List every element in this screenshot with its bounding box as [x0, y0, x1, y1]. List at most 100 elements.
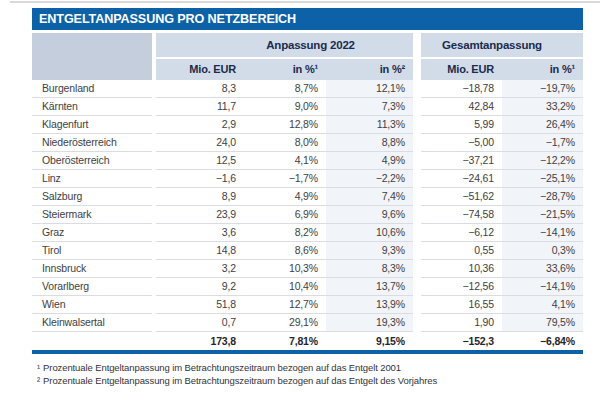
region-name-cell: Burgenland: [32, 80, 152, 98]
value-cell-anpassung-pct1: 8,7%: [244, 80, 326, 98]
value-cell-anpassung-pct2: 4,9%: [326, 152, 413, 170]
value-cell-gesamt-pct1: −19,7%: [502, 80, 583, 98]
value-cell-gesamt-pct1: 0,3%: [502, 242, 583, 260]
table-row: Kleinwalsertal 0,7 29,1% 19,3% 1,90 79,5…: [32, 314, 583, 332]
table-row: Salzburg 8,9 4,9% 7,4% −51,62 −28,7%: [32, 188, 583, 206]
group-header-gesamtanpassung: Gesamtanpassung: [421, 33, 583, 57]
region-name-cell: Innsbruck: [32, 260, 152, 278]
value-cell-anpassung-pct2: 12,1%: [326, 80, 413, 98]
value-cell-gesamt-mio-eur: −18,78: [421, 80, 502, 98]
value-cell-anpassung-mio-eur: 23,9: [156, 206, 244, 224]
table-title: ENTGELTANPASSUNG PRO NETZBEREICH: [39, 12, 296, 26]
value-cell-anpassung-pct2: 13,7%: [326, 278, 413, 296]
value-cell-gesamt-pct1: −14,1%: [502, 278, 583, 296]
table-row: Oberösterreich 12,5 4,1% 4,9% −37,21 −12…: [32, 152, 583, 170]
value-cell-gesamt-pct1: 79,5%: [502, 314, 583, 332]
value-cell-anpassung-pct1: 12,7%: [244, 296, 326, 314]
value-cell-anpassung-pct2: 10,6%: [326, 224, 413, 242]
value-cell-anpassung-mio-eur: 3,6: [156, 224, 244, 242]
value-cell-anpassung-pct1: −1,7%: [244, 170, 326, 188]
value-cell-gesamt-mio-eur: −6,12: [421, 224, 502, 242]
table-row: Burgenland 8,3 8,7% 12,1% −18,78 −19,7%: [32, 80, 583, 98]
value-cell-gesamt-mio-eur: −37,21: [421, 152, 502, 170]
value-cell-gesamt-mio-eur: 10,36: [421, 260, 502, 278]
value-cell-anpassung-pct2: −2,2%: [326, 170, 413, 188]
value-cell-anpassung-mio-eur: 8,9: [156, 188, 244, 206]
value-cell-gesamt-pct1: −21,5%: [502, 206, 583, 224]
value-cell-gesamt-pct1: −14,1%: [502, 224, 583, 242]
value-cell-anpassung-mio-eur: 9,2: [156, 278, 244, 296]
table-total-row: 173,8 7,81% 9,15% −152,3 −6,84%: [32, 332, 583, 350]
value-cell-anpassung-mio-eur: 0,7: [156, 314, 244, 332]
value-cell-gesamt-pct1: −1,7%: [502, 134, 583, 152]
region-name-cell: Kärnten: [32, 98, 152, 116]
entgelt-table-panel: ENTGELTANPASSUNG PRO NETZBEREICH Anpassu…: [32, 8, 583, 354]
value-cell-anpassung-pct1: 6,9%: [244, 206, 326, 224]
footnote-2-text: Prozentuale Entgeltanpassung im Betracht…: [43, 375, 437, 386]
table-row: Steiermark 23,9 6,9% 9,6% −74,58 −21,5%: [32, 206, 583, 224]
value-cell-anpassung-pct1: 8,2%: [244, 224, 326, 242]
value-cell-anpassung-pct2: 7,3%: [326, 98, 413, 116]
region-name-cell: Niederösterreich: [32, 134, 152, 152]
footnote-1-marker: ¹: [37, 362, 40, 373]
value-cell-gesamt-pct1: 4,1%: [502, 296, 583, 314]
total-anpassung-pct2: 9,15%: [326, 332, 413, 350]
value-cell-anpassung-pct2: 11,3%: [326, 116, 413, 134]
value-cell-anpassung-mio-eur: 14,8: [156, 242, 244, 260]
footnote-1: ¹Prozentuale Entgeltanpassung im Betrach…: [37, 362, 437, 375]
table-row: Innsbruck 3,2 10,3% 8,3% 10,36 33,6%: [32, 260, 583, 278]
page: ENTGELTANPASSUNG PRO NETZBEREICH Anpassu…: [0, 0, 600, 400]
total-label-cell: [32, 332, 152, 350]
table-row: Wien 51,8 12,7% 13,9% 16,55 4,1%: [32, 296, 583, 314]
region-name-cell: Graz: [32, 224, 152, 242]
value-cell-gesamt-mio-eur: −5,00: [421, 134, 502, 152]
table-row: Linz −1,6 −1,7% −2,2% −24,61 −25,1%: [32, 170, 583, 188]
value-cell-gesamt-pct1: −28,7%: [502, 188, 583, 206]
value-cell-anpassung-pct2: 9,6%: [326, 206, 413, 224]
region-name-cell: Klagenfurt: [32, 116, 152, 134]
value-cell-anpassung-pct1: 10,4%: [244, 278, 326, 296]
value-cell-anpassung-mio-eur: 2,9: [156, 116, 244, 134]
table-row: Graz 3,6 8,2% 10,6% −6,12 −14,1%: [32, 224, 583, 242]
region-name-cell: Linz: [32, 170, 152, 188]
value-cell-gesamt-mio-eur: −51,62: [421, 188, 502, 206]
value-cell-anpassung-pct1: 12,8%: [244, 116, 326, 134]
value-cell-anpassung-pct1: 8,6%: [244, 242, 326, 260]
value-cell-anpassung-pct1: 4,9%: [244, 188, 326, 206]
value-cell-anpassung-pct1: 4,1%: [244, 152, 326, 170]
table-row: Kärnten 11,7 9,0% 7,3% 42,84 33,2%: [32, 98, 583, 116]
value-cell-gesamt-mio-eur: −74,58: [421, 206, 502, 224]
table-row: Tirol 14,8 8,6% 9,3% 0,55 0,3%: [32, 242, 583, 260]
table-header: Anpassung 2022 Gesamtanpassung Mio. EUR …: [32, 33, 583, 80]
value-cell-anpassung-pct2: 7,4%: [326, 188, 413, 206]
region-name-cell: Kleinwalsertal: [32, 314, 152, 332]
region-name-cell: Steiermark: [32, 206, 152, 224]
value-cell-anpassung-pct1: 10,3%: [244, 260, 326, 278]
region-name-cell: Oberösterreich: [32, 152, 152, 170]
table-bottom-rule: [32, 350, 583, 354]
value-cell-gesamt-pct1: 26,4%: [502, 116, 583, 134]
value-cell-gesamt-mio-eur: 42,84: [421, 98, 502, 116]
footnote-2-marker: ²: [37, 375, 40, 386]
value-cell-gesamt-mio-eur: −12,56: [421, 278, 502, 296]
value-cell-anpassung-mio-eur: 12,5: [156, 152, 244, 170]
column-header-anpassung-mio-eur: Mio. EUR: [156, 59, 244, 80]
value-cell-gesamt-mio-eur: 5,99: [421, 116, 502, 134]
value-cell-gesamt-mio-eur: −24,61: [421, 170, 502, 188]
value-cell-gesamt-pct1: −12,2%: [502, 152, 583, 170]
group-header-label: Anpassung 2022: [266, 39, 355, 51]
region-name-cell: Tirol: [32, 242, 152, 260]
footnotes: ¹Prozentuale Entgeltanpassung im Betrach…: [37, 362, 437, 387]
column-header-anpassung-pct2: in %²: [326, 59, 413, 80]
table-row: Vorarlberg 9,2 10,4% 13,7% −12,56 −14,1%: [32, 278, 583, 296]
value-cell-anpassung-mio-eur: 24,0: [156, 134, 244, 152]
table-body: Burgenland 8,3 8,7% 12,1% −18,78 −19,7% …: [32, 80, 583, 332]
value-cell-anpassung-pct1: 8,0%: [244, 134, 326, 152]
total-gesamt-pct1: −6,84%: [502, 332, 583, 350]
value-cell-anpassung-mio-eur: 3,2: [156, 260, 244, 278]
region-name-cell: Vorarlberg: [32, 278, 152, 296]
value-cell-gesamt-pct1: −25,1%: [502, 170, 583, 188]
value-cell-anpassung-mio-eur: −1,6: [156, 170, 244, 188]
footnote-2: ²Prozentuale Entgeltanpassung im Betrach…: [37, 375, 437, 388]
table-title-bar: ENTGELTANPASSUNG PRO NETZBEREICH: [32, 8, 583, 30]
